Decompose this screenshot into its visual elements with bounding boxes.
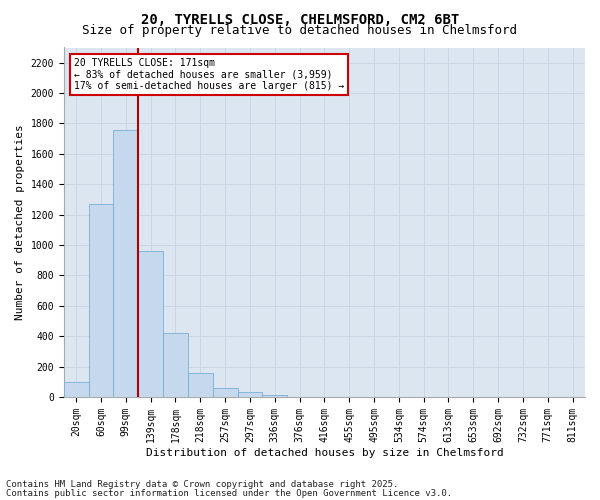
Bar bbox=[262, 396, 287, 397]
Text: Size of property relative to detached houses in Chelmsford: Size of property relative to detached ho… bbox=[83, 24, 517, 37]
Text: Contains public sector information licensed under the Open Government Licence v3: Contains public sector information licen… bbox=[6, 488, 452, 498]
Bar bbox=[163, 333, 188, 397]
Bar bbox=[64, 382, 89, 397]
Bar bbox=[89, 204, 113, 397]
X-axis label: Distribution of detached houses by size in Chelmsford: Distribution of detached houses by size … bbox=[146, 448, 503, 458]
Y-axis label: Number of detached properties: Number of detached properties bbox=[15, 124, 25, 320]
Bar bbox=[138, 251, 163, 397]
Bar bbox=[188, 372, 212, 397]
Bar bbox=[238, 392, 262, 397]
Text: 20, TYRELLS CLOSE, CHELMSFORD, CM2 6BT: 20, TYRELLS CLOSE, CHELMSFORD, CM2 6BT bbox=[141, 12, 459, 26]
Text: Contains HM Land Registry data © Crown copyright and database right 2025.: Contains HM Land Registry data © Crown c… bbox=[6, 480, 398, 489]
Bar bbox=[212, 388, 238, 397]
Text: 20 TYRELLS CLOSE: 171sqm
← 83% of detached houses are smaller (3,959)
17% of sem: 20 TYRELLS CLOSE: 171sqm ← 83% of detach… bbox=[74, 58, 344, 91]
Bar bbox=[113, 130, 138, 397]
